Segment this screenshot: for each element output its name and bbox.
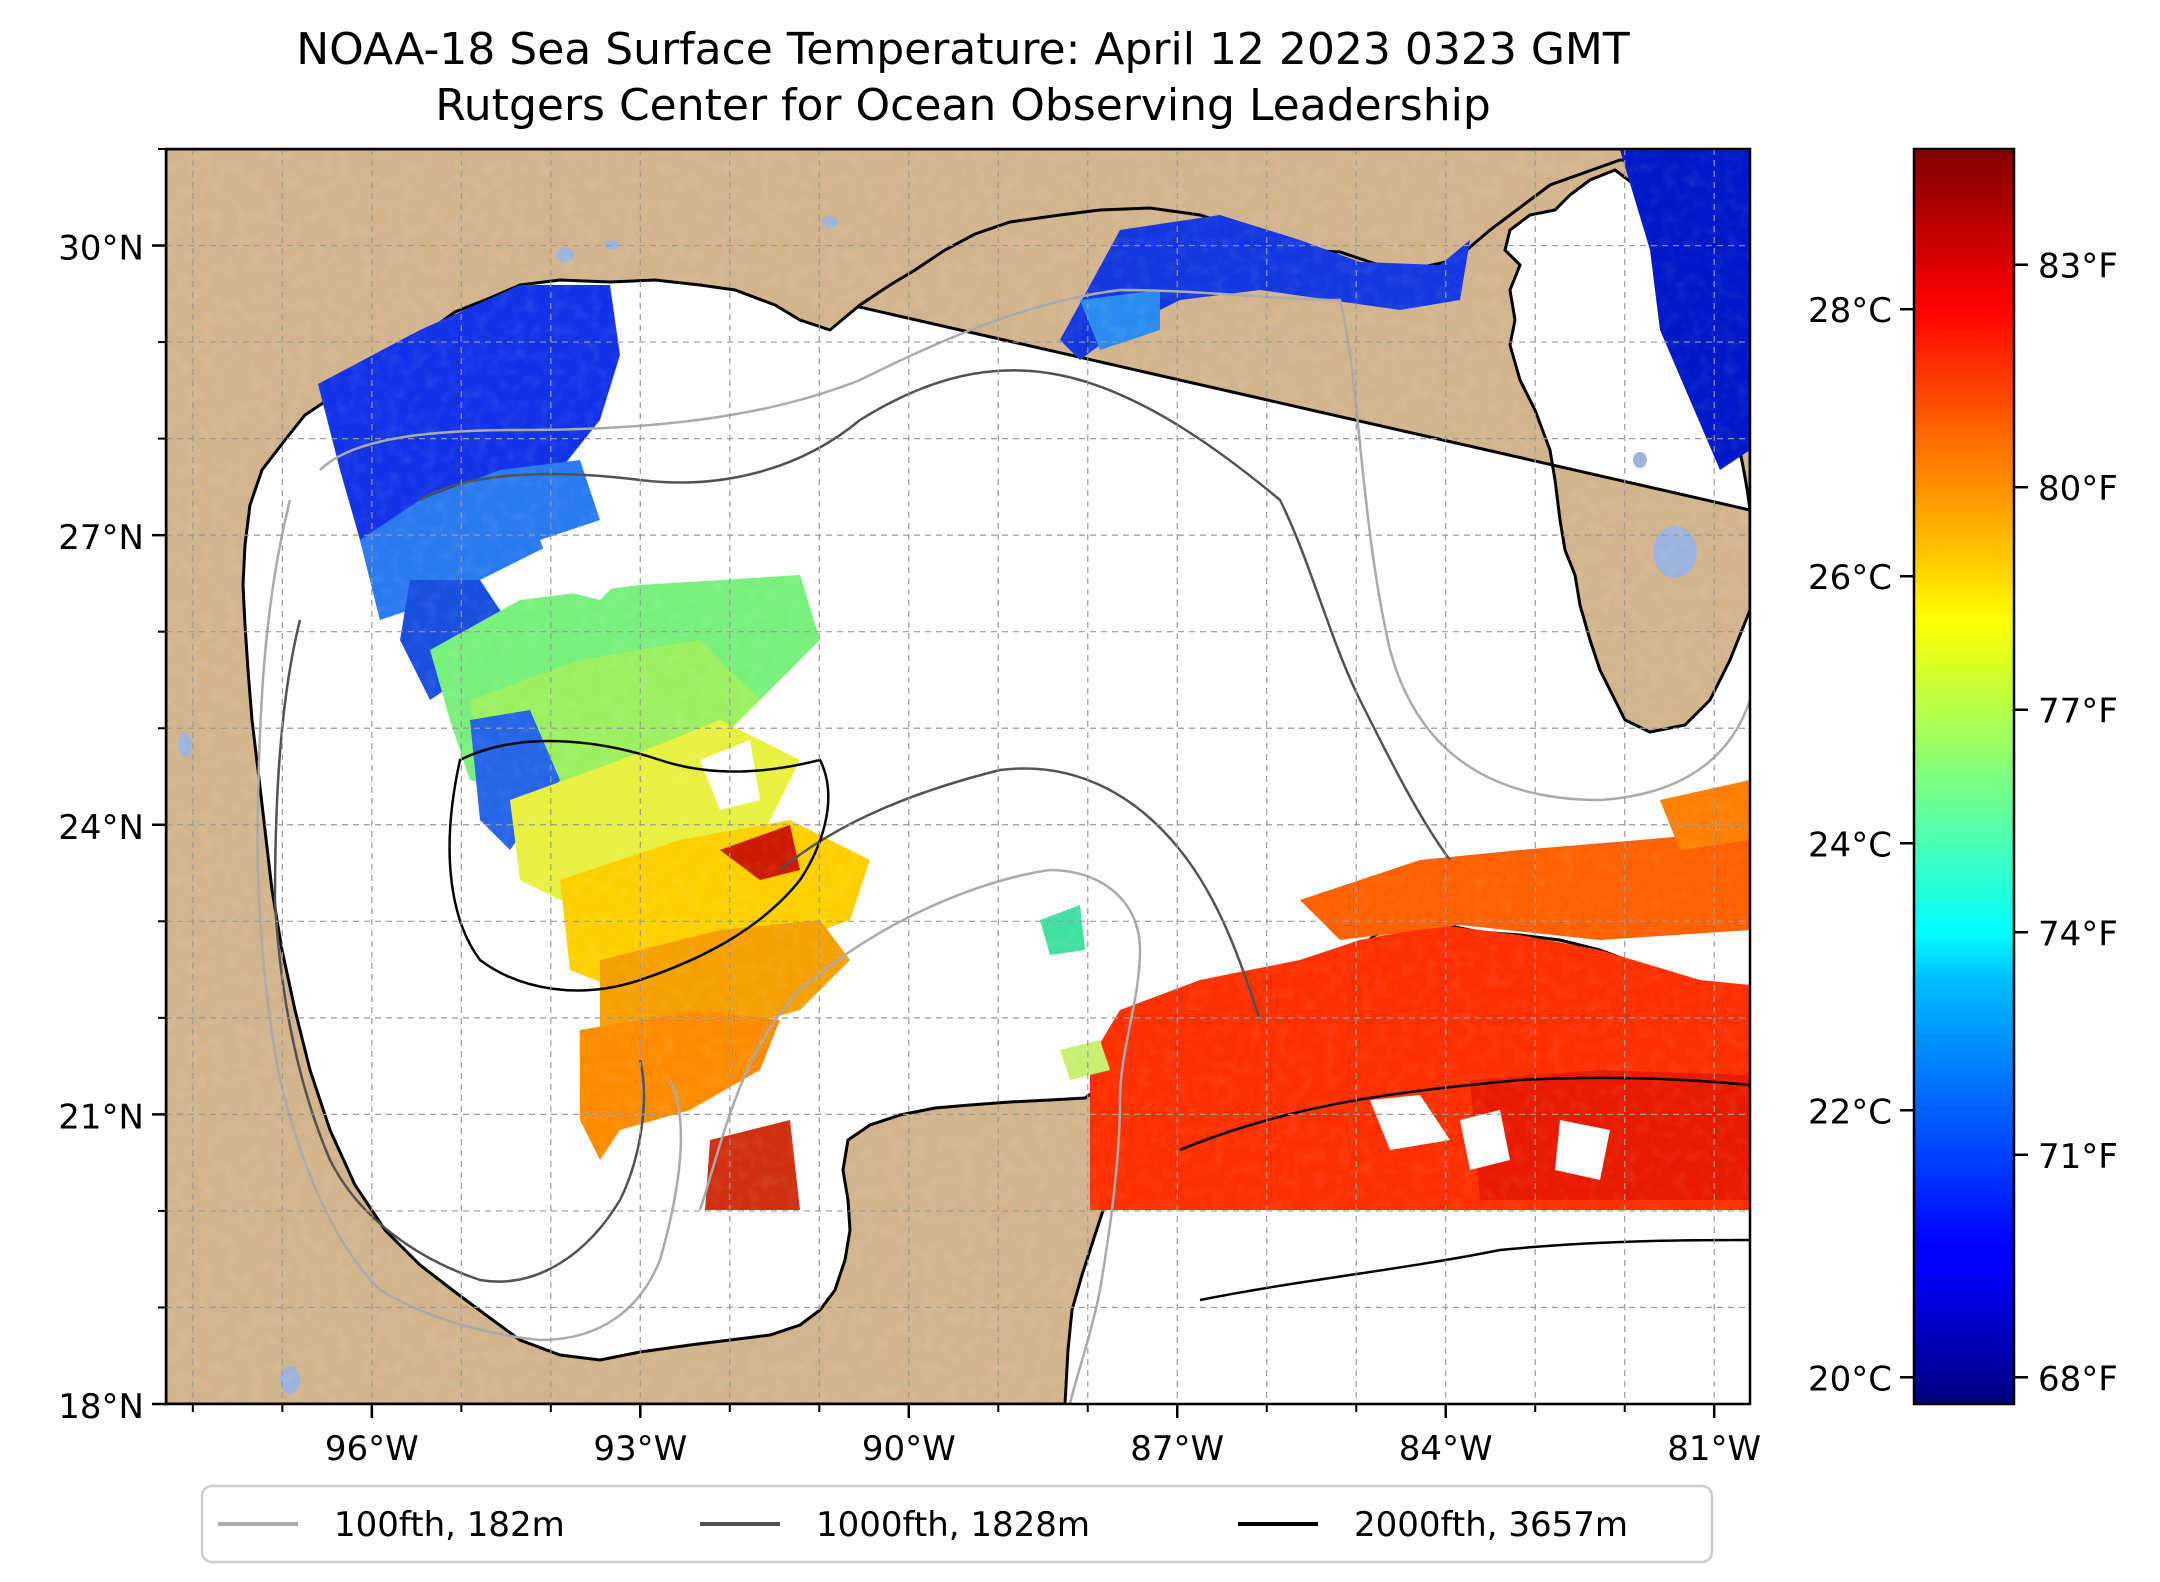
lon-tick-label: 93°W (593, 1429, 687, 1469)
colorbar-celsius-label: 22°C (1808, 1092, 1892, 1132)
colorbar-fahrenheit-label: 77°F (2038, 692, 2118, 732)
colorbar-fahrenheit-label: 83°F (2038, 247, 2118, 287)
latitude-axis: 30°N 27°N 24°N 21°N 18°N (58, 148, 166, 1427)
colorbar-celsius-axis: 20°C 22°C 24°C 26°C 28°C (1808, 291, 1914, 1399)
lon-tick-label: 96°W (325, 1429, 419, 1469)
lat-tick-label: 27°N (58, 518, 144, 558)
colorbar-gradient (1912, 147, 2016, 1406)
lat-tick-label: 24°N (58, 808, 144, 848)
colorbar-celsius-label: 20°C (1808, 1359, 1892, 1399)
legend-box (200, 1484, 1714, 1564)
colorbar-fahrenheit-axis: 68°F 71°F 74°F 77°F 80°F 83°F (2014, 247, 2118, 1399)
lon-tick-label: 90°W (862, 1429, 956, 1469)
colorbar: 20°C 22°C 24°C 26°C 28°C 68°F 71°F 74°F 77°F 80°… (1808, 147, 2118, 1406)
legend-entry-label: 1000fth, 1828m (816, 1505, 1090, 1545)
legend-entry-label: 2000fth, 3657m (1354, 1505, 1628, 1545)
lat-tick-label: 18°N (58, 1387, 144, 1427)
colorbar-fahrenheit-label: 80°F (2038, 469, 2118, 509)
lon-tick-label: 81°W (1667, 1429, 1761, 1469)
lon-tick-label: 84°W (1399, 1429, 1493, 1469)
legend: 100fth, 182m 1000fth, 1828m 2000fth, 3657m (200, 1484, 1714, 1564)
map-frame (164, 147, 1752, 1406)
longitude-axis: 96°W 93°W 90°W 87°W 84°W 81°W (191, 1404, 1761, 1469)
lat-tick-label: 30°N (58, 229, 144, 269)
lon-tick-label: 87°W (1130, 1429, 1224, 1469)
colorbar-fahrenheit-label: 74°F (2038, 914, 2118, 954)
colorbar-fahrenheit-label: 68°F (2038, 1359, 2118, 1399)
map-title: NOAA-18 Sea Surface Temperature: April 1… (296, 24, 1630, 75)
colorbar-celsius-label: 26°C (1808, 558, 1892, 598)
map-subtitle: Rutgers Center for Ocean Observing Leade… (435, 80, 1491, 131)
colorbar-celsius-label: 24°C (1808, 825, 1892, 865)
colorbar-fahrenheit-label: 71°F (2038, 1137, 2118, 1177)
legend-entry-label: 100fth, 182m (334, 1505, 565, 1545)
colorbar-celsius-label: 28°C (1808, 291, 1892, 331)
lat-tick-label: 21°N (58, 1097, 144, 1137)
